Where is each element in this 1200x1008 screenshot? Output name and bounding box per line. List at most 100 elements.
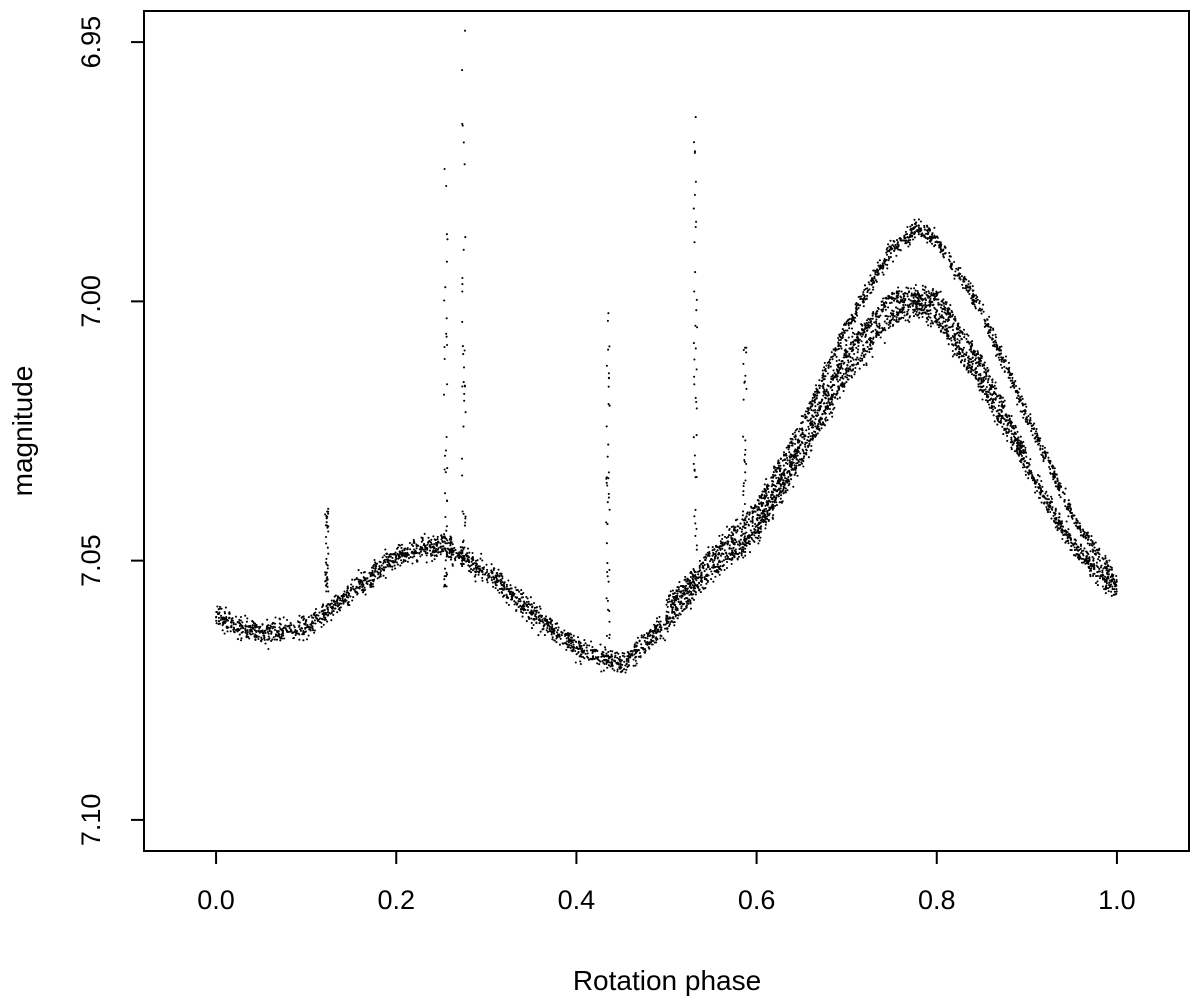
data-point	[621, 663, 624, 666]
data-point	[364, 593, 367, 596]
data-point	[672, 595, 675, 598]
data-point	[617, 652, 620, 655]
data-point	[713, 559, 716, 562]
data-point	[583, 649, 586, 652]
data-point	[220, 607, 223, 610]
data-point	[840, 347, 843, 350]
data-point	[505, 601, 508, 604]
data-point	[1038, 491, 1041, 494]
data-point	[1046, 501, 1049, 504]
data-point	[706, 566, 710, 569]
data-point	[777, 464, 781, 467]
data-point	[709, 560, 712, 563]
data-point	[283, 637, 286, 640]
data-point	[843, 331, 846, 334]
data-point	[331, 607, 334, 610]
data-point	[853, 352, 856, 356]
data-point	[998, 358, 1001, 361]
data-point	[623, 652, 626, 655]
data-point	[352, 587, 355, 590]
data-point	[550, 626, 553, 629]
data-point	[696, 584, 699, 587]
data-point	[648, 647, 651, 650]
data-point	[882, 265, 885, 268]
data-point	[822, 374, 825, 377]
data-point	[355, 577, 358, 580]
data-point	[1096, 584, 1099, 587]
data-point	[780, 494, 783, 497]
data-point	[379, 561, 382, 564]
data-point	[720, 552, 723, 555]
data-point	[832, 408, 835, 411]
data-point	[454, 548, 457, 552]
data-point	[336, 596, 340, 599]
data-point	[539, 614, 542, 617]
data-point	[273, 622, 277, 625]
data-point	[964, 358, 967, 361]
data-point	[950, 263, 953, 267]
data-point	[970, 370, 973, 373]
data-point	[850, 313, 853, 316]
data-point	[346, 585, 349, 588]
data-point	[546, 626, 549, 630]
data-point	[1022, 416, 1025, 419]
data-point	[454, 556, 457, 559]
data-point	[252, 622, 255, 625]
data-point	[387, 556, 390, 559]
data-point	[543, 617, 546, 620]
data-point	[466, 552, 469, 555]
data-point	[503, 581, 506, 584]
data-point	[828, 407, 831, 411]
data-point	[793, 442, 797, 445]
data-point	[382, 569, 386, 572]
data-point	[779, 491, 782, 494]
data-point	[366, 582, 369, 586]
data-point	[899, 317, 902, 320]
data-point	[862, 354, 865, 357]
data-point	[950, 336, 953, 340]
data-point	[384, 576, 387, 579]
data-point	[603, 646, 607, 649]
data-point	[653, 628, 657, 631]
data-point	[786, 481, 789, 484]
data-point	[396, 563, 399, 566]
data-point	[841, 333, 845, 336]
data-point	[586, 655, 589, 658]
data-point	[718, 573, 721, 576]
data-point	[976, 365, 979, 368]
data-point	[1103, 588, 1106, 591]
data-point	[415, 543, 418, 546]
data-point	[810, 444, 813, 448]
data-point	[468, 561, 471, 564]
data-point	[465, 555, 468, 558]
data-point	[268, 627, 271, 631]
data-point	[498, 591, 501, 594]
data-point	[370, 566, 374, 569]
data-point	[1021, 410, 1024, 413]
data-point	[841, 337, 844, 340]
data-point	[823, 424, 827, 427]
data-point	[400, 543, 404, 546]
data-point	[668, 600, 671, 603]
data-point	[318, 617, 322, 620]
data-point	[450, 553, 453, 556]
data-point	[1000, 410, 1003, 413]
data-point	[625, 659, 628, 662]
data-point	[395, 561, 398, 564]
data-point	[1000, 415, 1003, 419]
data-point	[886, 318, 889, 321]
data-point	[843, 382, 846, 385]
data-point	[440, 538, 443, 541]
data-point	[565, 643, 569, 646]
data-point	[482, 568, 485, 571]
data-point	[1081, 552, 1084, 555]
data-point	[598, 663, 601, 666]
data-point	[719, 564, 722, 568]
data-point	[684, 575, 687, 578]
data-point	[999, 363, 1002, 366]
data-point	[941, 327, 944, 330]
data-point	[1110, 583, 1113, 586]
data-point	[1087, 538, 1090, 541]
data-point	[730, 531, 733, 534]
data-point	[889, 322, 892, 325]
